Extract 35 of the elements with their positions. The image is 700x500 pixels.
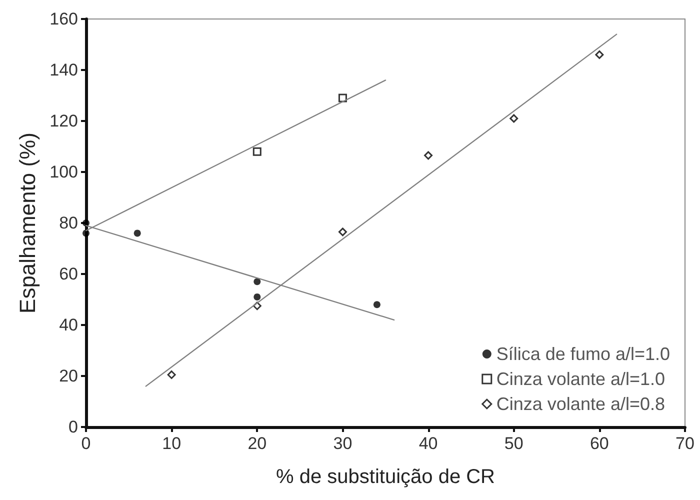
x-axis-title: % de substituição de CR: [276, 466, 496, 488]
x-tick-label: 30: [333, 434, 352, 453]
x-tick-label: 20: [248, 434, 267, 453]
point: [167, 370, 176, 379]
point: [252, 147, 262, 156]
point: [424, 151, 433, 160]
y-tick-label: 140: [50, 60, 78, 80]
point: [134, 230, 141, 237]
point: [82, 220, 90, 226]
x-tick-label: 60: [590, 434, 609, 453]
y-tick-label: 160: [50, 10, 78, 28]
legend-label: Cinza volante a/l=1.0: [496, 369, 666, 389]
point: [338, 94, 347, 102]
x-tick-label: 0: [81, 434, 91, 453]
x-tick-label: 40: [418, 434, 438, 453]
point: [254, 293, 261, 300]
point: [510, 114, 518, 123]
x-tick-label: 70: [676, 434, 694, 453]
point: [254, 278, 261, 286]
x-tick-label: 50: [504, 434, 524, 453]
point: [373, 301, 380, 308]
legend-label: Cinza volante a/l=0.8: [496, 394, 666, 414]
y-tick-label: 60: [59, 264, 78, 284]
y-tick-label: 40: [59, 316, 78, 334]
y-tick-label: 120: [50, 112, 78, 130]
point: [595, 50, 604, 59]
y-tick-label: 20: [59, 366, 78, 386]
point: [82, 230, 90, 237]
y-tick-label: 80: [59, 214, 78, 232]
legend-label: Sílica de fumo a/l=1.0: [496, 344, 670, 364]
x-tick-label: 10: [162, 434, 182, 453]
y-axis-title: Espalhamento (%): [15, 132, 40, 314]
point: [338, 228, 347, 236]
y-tick-label: 0: [68, 418, 78, 436]
y-tick-label: 100: [50, 162, 78, 182]
